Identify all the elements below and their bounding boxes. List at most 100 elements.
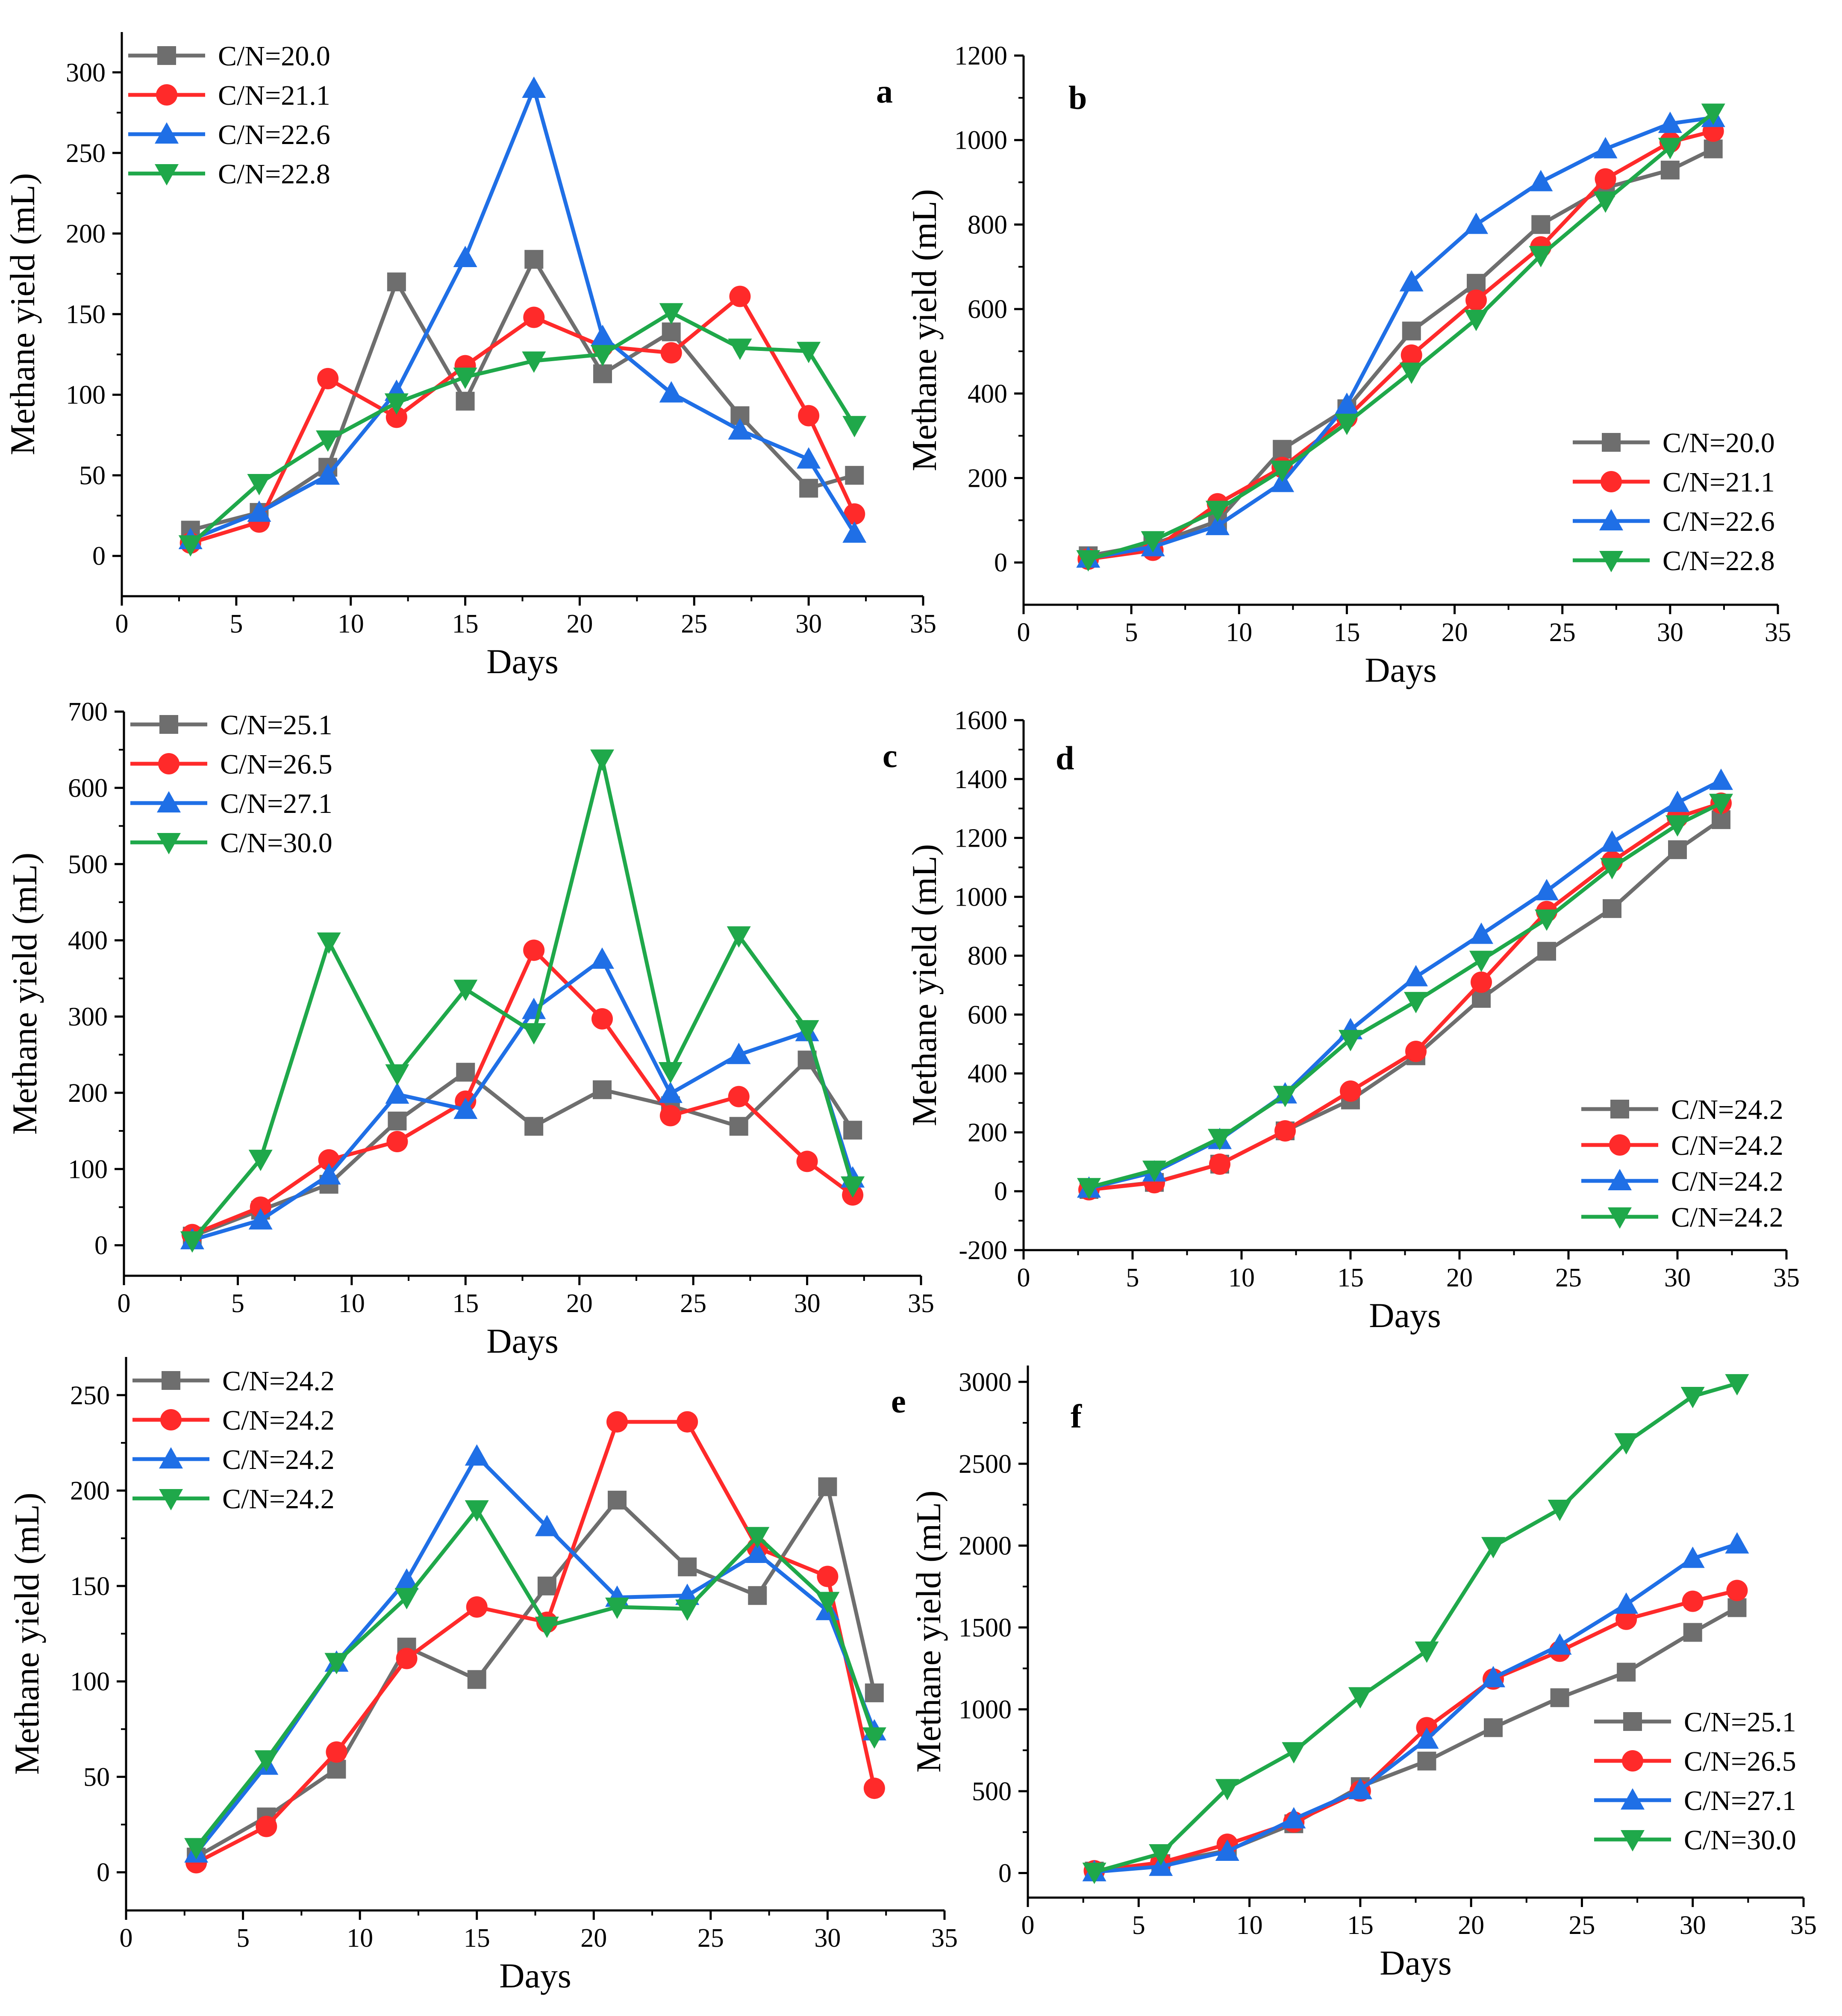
- series-line: [191, 947, 854, 1236]
- data-point: [1208, 1129, 1232, 1151]
- data-point: [728, 338, 752, 360]
- data-point: [1464, 212, 1488, 234]
- x-tick-label: 35: [908, 1289, 934, 1318]
- x-tick-label: 5: [236, 1924, 250, 1953]
- x-tick-label: 5: [1125, 618, 1138, 647]
- y-axis-title: Methane yield (mL): [3, 173, 42, 455]
- data-point: [316, 430, 340, 452]
- legend: C/N=25.1 C/N=26.5 C/N=27.1 C/N=30.0: [1594, 1707, 1796, 1856]
- series-3: [178, 303, 867, 557]
- data-point: [1270, 460, 1295, 482]
- data-point: [1405, 1041, 1427, 1062]
- data-point: [1709, 768, 1733, 790]
- x-tick-label: 5: [1126, 1263, 1139, 1292]
- y-tick-label: 1600: [954, 706, 1007, 735]
- y-tick-label: 600: [68, 774, 108, 803]
- y-tick-label: 0: [92, 542, 106, 571]
- y-tick-label: 3000: [959, 1368, 1012, 1397]
- legend-marker: [159, 715, 178, 734]
- data-point: [535, 1515, 559, 1536]
- data-point: [247, 500, 271, 522]
- x-tick-label: 5: [1132, 1911, 1145, 1940]
- legend-label: C/N=24.2: [1671, 1094, 1783, 1125]
- data-point: [247, 474, 271, 495]
- data-point: [1593, 191, 1618, 213]
- legend-label: C/N=24.2: [222, 1366, 335, 1397]
- x-tick-label: 20: [580, 1924, 607, 1953]
- data-point: [1399, 362, 1424, 384]
- legend-marker: [1602, 433, 1621, 452]
- x-tick-label: 30: [794, 1289, 821, 1318]
- data-point: [729, 285, 751, 307]
- data-point: [1209, 1153, 1230, 1175]
- data-point: [386, 1131, 408, 1153]
- y-axis-title: Methane yield (mL): [905, 189, 944, 471]
- legend-label: C/N=26.5: [220, 749, 333, 780]
- series-1: [1083, 1580, 1748, 1882]
- series-0: [187, 1477, 884, 1866]
- legend: C/N=20.0 C/N=21.1 C/N=22.6 C/N=22.8: [1573, 427, 1775, 577]
- data-point: [396, 1648, 418, 1669]
- data-point: [727, 926, 751, 948]
- x-tick-label: 35: [931, 1924, 958, 1953]
- data-point: [1725, 1374, 1749, 1396]
- data-point: [591, 345, 615, 367]
- series-line: [191, 956, 855, 1242]
- legend-label: C/N=21.1: [218, 80, 330, 111]
- legend-label: C/N=24.2: [1671, 1130, 1783, 1161]
- data-point: [1600, 830, 1624, 852]
- chart-d: 0 5 10 15 20 25 30 35 -200 0 200 400 600 800 1000 1200 1…: [905, 706, 1800, 1335]
- data-point: [659, 381, 683, 403]
- x-tick-label: 15: [464, 1924, 490, 1953]
- data-point: [1282, 1742, 1306, 1764]
- data-point: [453, 246, 477, 267]
- panel-letter: c: [883, 737, 897, 774]
- x-tick-label: 35: [1790, 1911, 1817, 1940]
- series-2: [1076, 106, 1725, 568]
- x-tick-label: 20: [1446, 1263, 1473, 1292]
- x-tick-label: 30: [795, 609, 822, 639]
- legend-marker: [1608, 1169, 1632, 1190]
- data-point: [727, 1042, 751, 1064]
- x-tick-label: 25: [1568, 1911, 1595, 1940]
- data-point: [863, 1778, 885, 1799]
- data-point: [1658, 112, 1682, 133]
- legend-marker: [158, 753, 179, 774]
- x-axis-title: Days: [486, 642, 559, 681]
- series-line: [191, 1057, 854, 1238]
- series-0: [1080, 810, 1730, 1199]
- data-point: [1082, 1863, 1106, 1884]
- data-point: [844, 503, 865, 525]
- y-tick-label: 800: [968, 210, 1007, 239]
- y-tick-label: 300: [66, 58, 106, 87]
- data-point: [1077, 1178, 1101, 1200]
- y-tick-label: -200: [959, 1236, 1007, 1265]
- data-point: [1339, 1030, 1362, 1051]
- data-point: [522, 351, 546, 373]
- data-point: [843, 1121, 862, 1140]
- legend-marker: [160, 1409, 182, 1430]
- y-tick-label: 1200: [954, 41, 1007, 71]
- x-tick-label: 10: [338, 1289, 365, 1318]
- y-tick-label: 100: [68, 1155, 108, 1184]
- data-point: [1149, 1844, 1173, 1866]
- data-point: [1215, 1779, 1239, 1801]
- x-tick-label: 15: [452, 609, 479, 639]
- data-point: [524, 250, 544, 269]
- x-axis-title: Days: [499, 1956, 571, 1995]
- data-point: [1680, 1546, 1705, 1568]
- data-point: [1481, 1537, 1505, 1559]
- legend-marker: [157, 833, 181, 854]
- data-point: [456, 1062, 475, 1082]
- x-tick-label: 35: [1765, 618, 1791, 647]
- legend-marker: [1609, 1134, 1630, 1156]
- data-point: [522, 77, 546, 98]
- x-tick-label: 20: [1458, 1911, 1484, 1940]
- data-point: [456, 391, 475, 411]
- y-tick-label: 400: [68, 926, 108, 955]
- data-point: [1469, 922, 1493, 944]
- y-axis-title: Methane yield (mL): [909, 1490, 948, 1772]
- x-tick-label: 25: [680, 1289, 706, 1318]
- panel-letter: a: [876, 73, 893, 110]
- legend-marker: [1621, 1788, 1645, 1810]
